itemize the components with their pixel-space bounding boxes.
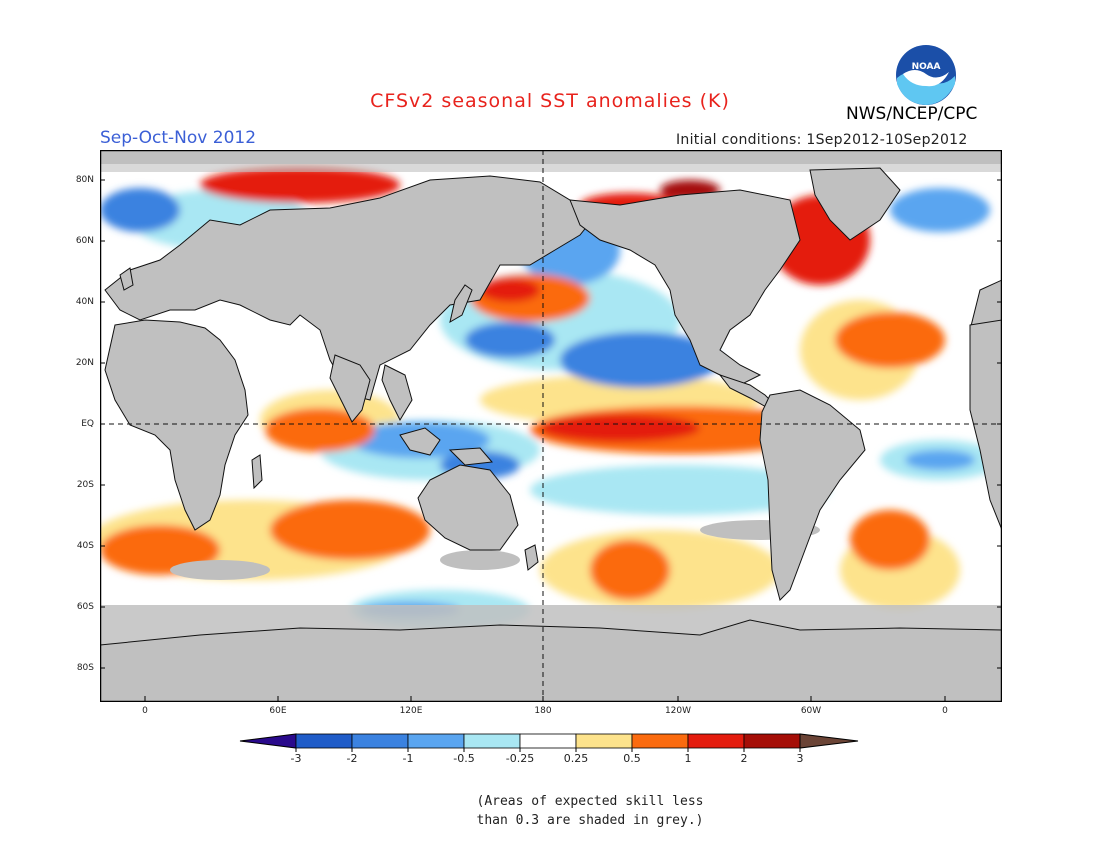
colorbar-label: -2	[346, 752, 358, 765]
lat-label: 60N	[75, 236, 94, 246]
lon-label: 180	[534, 706, 552, 716]
lon-label: 120E	[399, 706, 423, 716]
lat-label: 20N	[75, 358, 94, 368]
north-america-land	[569, 189, 801, 386]
initial-conditions-label: Initial conditions: 1Sep2012-10Sep2012	[676, 132, 968, 148]
australia-land	[417, 464, 519, 551]
lat-ticks	[100, 179, 1002, 669]
indonesia-land	[399, 427, 441, 456]
antarctica-land	[100, 619, 1002, 702]
colorbar-label: 0.5	[623, 752, 641, 765]
colorbar-cell	[407, 733, 465, 749]
lat-label: 40S	[76, 541, 94, 551]
logo-text: NOAA	[912, 62, 941, 72]
colorbar-label: 2	[740, 752, 748, 765]
agency-label: NWS/NCEP/CPC	[846, 104, 978, 124]
skill-note-line: (Areas of expected skill less	[476, 794, 704, 809]
colorbar-label: -0.5	[453, 752, 475, 765]
lat-label: 60S	[76, 602, 94, 612]
lon-label: 0	[942, 706, 948, 716]
colorbar-cell	[463, 733, 521, 749]
lat-label: 40N	[75, 297, 94, 307]
india-land	[329, 354, 371, 423]
land-masses	[100, 167, 1002, 702]
lat-label: 80S	[76, 663, 94, 673]
skill-note-line: than 0.3 are shaded in grey.)	[476, 813, 704, 828]
madagascar-land	[251, 454, 263, 490]
lon-label: 120W	[664, 706, 692, 716]
colorbar-cell-over	[799, 733, 859, 749]
uk-land	[119, 267, 134, 291]
colorbar-cell-under	[239, 733, 297, 749]
sst-anomaly-map	[100, 150, 1002, 702]
greenland-land	[809, 167, 901, 241]
colorbar-cell	[519, 733, 577, 749]
lon-label: 60W	[800, 706, 822, 716]
south-america-land	[759, 389, 866, 601]
colorbar-cell	[687, 733, 745, 749]
colorbar	[239, 733, 859, 752]
lat-label: 80N	[75, 175, 94, 185]
lon-label: 0	[142, 706, 148, 716]
colorbar-label: 3	[796, 752, 804, 765]
lon-label: 60E	[269, 706, 287, 716]
lat-label: EQ	[81, 419, 94, 429]
noaa-logo: NOAA	[896, 45, 956, 105]
lat-label: 20S	[76, 480, 94, 490]
new-zealand-land	[524, 544, 539, 571]
colorbar-label: -0.25	[505, 752, 535, 765]
lon-ticks	[144, 696, 946, 702]
colorbar-label: 0.25	[563, 752, 589, 765]
japan-land	[449, 284, 473, 324]
map-frame	[100, 150, 1002, 702]
colorbar-cell	[631, 733, 689, 749]
colorbar-label: -3	[290, 752, 302, 765]
africa-right-land	[969, 319, 1002, 531]
new-guinea-land	[448, 447, 493, 466]
colorbar-label: -1	[402, 752, 414, 765]
indochina-land	[381, 364, 413, 422]
skill-note: (Areas of expected skill less than 0.3 a…	[440, 792, 740, 830]
season-label: Sep-Oct-Nov 2012	[100, 128, 257, 148]
colorbar-cell	[351, 733, 409, 749]
colorbar-cells	[239, 733, 859, 752]
colorbar-cell	[295, 733, 353, 749]
colorbar-label: 1	[684, 752, 692, 765]
africa-land	[104, 319, 249, 531]
colorbar-cell	[743, 733, 801, 749]
chart-title: CFSv2 seasonal SST anomalies (K)	[370, 90, 730, 112]
eurasia-land	[104, 175, 601, 401]
colorbar-cell	[575, 733, 633, 749]
